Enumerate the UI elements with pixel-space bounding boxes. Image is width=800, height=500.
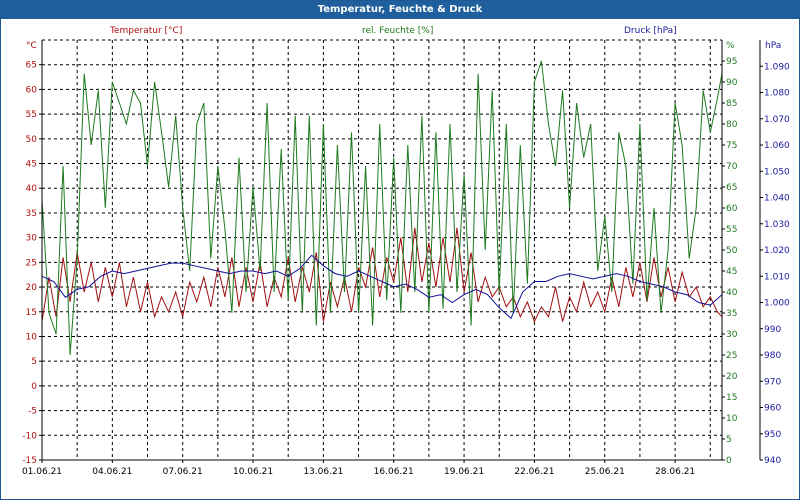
left-tick-label: 55: [26, 110, 37, 120]
temperature-series-label: Temperatur [°C]: [109, 26, 182, 36]
right-tick-label: 1.000: [764, 299, 790, 309]
left-tick-label: 40: [26, 184, 38, 194]
middle-tick-label: 60: [726, 204, 738, 214]
x-tick-label: 01.06.21: [22, 467, 62, 477]
middle-tick-label: 80: [726, 120, 738, 130]
left-tick-label: -10: [22, 431, 37, 441]
right-tick-label: 1.040: [764, 194, 790, 204]
left-axis-unit: °C: [26, 41, 37, 51]
x-tick-label: 04.06.21: [92, 467, 132, 477]
middle-tick-label: 45: [726, 267, 737, 277]
x-tick-label: 13.06.21: [303, 467, 343, 477]
right-tick-label: 990: [764, 325, 781, 335]
right-tick-label: 940: [764, 456, 781, 466]
middle-tick-label: 40: [726, 288, 738, 298]
middle-tick-label: 20: [726, 372, 738, 382]
middle-tick-label: 65: [726, 183, 737, 193]
left-tick-label: 0: [31, 382, 37, 392]
middle-tick-label: 5: [726, 435, 732, 445]
right-tick-label: 1.060: [764, 141, 790, 151]
left-tick-label: 65: [26, 61, 37, 71]
right-tick-label: 1.030: [764, 220, 790, 230]
grid-lines: [41, 40, 722, 461]
right-tick-label: 1.070: [764, 115, 790, 125]
middle-tick-label: 55: [726, 225, 737, 235]
middle-tick-label: 70: [726, 162, 738, 172]
left-tick-label: -5: [28, 407, 37, 417]
series-layer: [41, 60, 723, 356]
middle-tick-label: 95: [726, 57, 737, 67]
middle-tick-label: 30: [726, 330, 738, 340]
right-tick-label: 1.090: [764, 62, 790, 72]
middle-tick-label: 50: [726, 246, 738, 256]
middle-tick-label: 35: [726, 309, 737, 319]
middle-tick-label: 75: [726, 141, 737, 151]
x-tick-label: 10.06.21: [233, 467, 273, 477]
left-tick-label: 15: [26, 308, 37, 318]
x-tick-label: 22.06.21: [514, 467, 554, 477]
left-tick-label: 35: [26, 209, 37, 219]
x-tick-label: 28.06.21: [655, 467, 695, 477]
left-tick-label: 10: [26, 332, 38, 342]
left-tick-label: 30: [26, 234, 38, 244]
right-tick-label: 1.080: [764, 89, 790, 99]
right-tick-label: 970: [764, 377, 781, 387]
middle-tick-label: 10: [726, 414, 738, 424]
x-tick-label: 07.06.21: [163, 467, 203, 477]
x-tick-label: 25.06.21: [585, 467, 625, 477]
series-line: [41, 60, 723, 356]
chart-title: Temperatur, Feuchte & Druck: [1, 1, 799, 19]
left-tick-label: 60: [26, 85, 38, 95]
right-tick-label: 1.050: [764, 167, 790, 177]
middle-tick-label: 0: [726, 456, 732, 466]
right-tick-label: 960: [764, 404, 781, 414]
x-tick-label: 16.06.21: [374, 467, 414, 477]
pressure-series-label: Druck [hPa]: [624, 26, 677, 36]
middle-tick-label: 90: [726, 78, 738, 88]
left-tick-label: 25: [26, 258, 37, 268]
x-tick-label: 19.06.21: [444, 467, 484, 477]
middle-tick-label: 15: [726, 393, 737, 403]
right-tick-label: 980: [764, 351, 781, 361]
axes-layer: -15 -10 -5 0 5 10 15 20 25 30 35 40 45 50 55 60 65 0 5 10 15…: [22, 39, 790, 477]
right-axis-unit: hPa: [765, 41, 781, 51]
right-tick-label: 950: [764, 430, 781, 440]
right-tick-label: 1.020: [764, 246, 790, 256]
left-tick-label: 5: [31, 357, 37, 367]
middle-tick-label: 85: [726, 99, 737, 109]
right-tick-label: 1.010: [764, 272, 790, 282]
left-tick-label: 50: [26, 135, 38, 145]
humidity-series-label: rel. Feuchte [%]: [362, 26, 433, 36]
left-tick-label: 45: [26, 160, 37, 170]
middle-axis-unit: %: [726, 41, 735, 51]
series-line: [41, 254, 723, 320]
middle-tick-label: 25: [726, 351, 737, 361]
left-tick-label: 20: [26, 283, 38, 293]
left-tick-label: -15: [22, 456, 37, 466]
